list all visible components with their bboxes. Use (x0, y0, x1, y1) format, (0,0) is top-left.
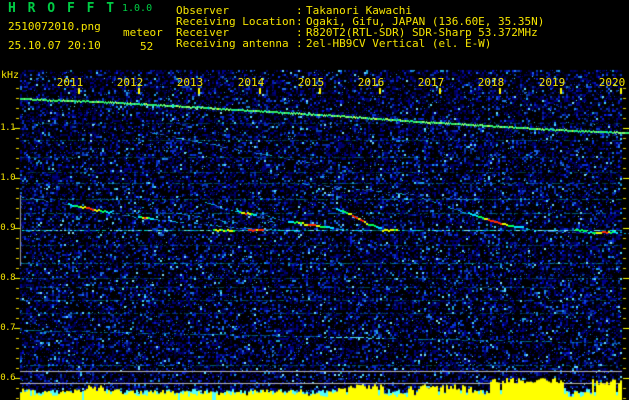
app-version: 1.0.0 (122, 3, 153, 14)
x-tick-label: 2018 (477, 76, 505, 89)
x-tick-label: 2020 (598, 76, 626, 89)
x-tick-label: 2015 (297, 76, 325, 89)
x-tick-label: 2013 (176, 76, 204, 89)
receiver-value: R820T2(RTL-SDR) SDR-Sharp 53.372MHz (306, 26, 538, 39)
y-axis-unit-label: kHz (1, 70, 20, 81)
location-value: Ogaki, Gifu, JAPAN (136.60E, 35.35N) (306, 15, 545, 28)
x-tick-label: 2011 (56, 76, 84, 89)
datetime-label: 25.10.07 20:10 (8, 39, 101, 52)
x-tick-label: 2012 (116, 76, 144, 89)
info-row-observer: Observer : Takanori Kawachi (176, 5, 412, 60)
output-filename: 2510072010.png (8, 20, 101, 33)
observer-value: Takanori Kawachi (306, 4, 412, 17)
location-label: Receiving Location (176, 15, 296, 28)
colon: : (296, 37, 303, 50)
info-row-antenna: Receiving antenna : 2el-HB9CV Vertical (… (176, 38, 491, 93)
x-tick-label: 2017 (417, 76, 445, 89)
echo-count: 52 (140, 40, 154, 53)
y-tick-label: 0.8 (0, 273, 15, 283)
x-tick-label: 2014 (237, 76, 265, 89)
info-row-receiver: Receiver : R820T2(RTL-SDR) SDR-Sharp 53.… (176, 27, 538, 82)
app-title: H R O F F T (8, 1, 117, 16)
receiver-label: Receiver (176, 26, 229, 39)
info-row-location: Receiving Location : Ogaki, Gifu, JAPAN … (176, 16, 544, 71)
antenna-label: Receiving antenna (176, 37, 289, 50)
y-tick-label: 0.6 (0, 373, 15, 383)
y-tick-label: 0.7 (0, 323, 15, 333)
colon: : (296, 26, 303, 39)
y-tick-label: 1.0 (0, 173, 15, 183)
colon: : (296, 4, 303, 17)
observer-label: Observer (176, 4, 229, 17)
y-tick-label: 1.1 (0, 123, 15, 133)
mode-label: meteor (123, 26, 163, 39)
x-tick-label: 2019 (538, 76, 566, 89)
x-tick-label: 2016 (357, 76, 385, 89)
y-tick-label: 0.9 (0, 223, 15, 233)
antenna-value: 2el-HB9CV Vertical (el. E-W) (306, 37, 492, 50)
colon: : (296, 15, 303, 28)
